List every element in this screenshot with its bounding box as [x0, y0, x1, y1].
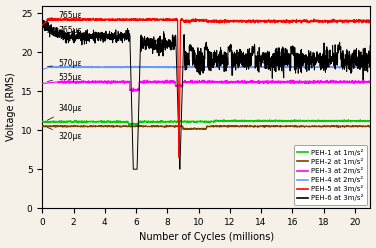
Y-axis label: Voltage (RMS): Voltage (RMS) — [6, 72, 15, 141]
Legend: PEH-1 at 1m/s², PEH-2 at 1m/s², PEH-3 at 2m/s², PEH-4 at 2m/s², PEH-5 at 3m/s², : PEH-1 at 1m/s², PEH-2 at 1m/s², PEH-3 at… — [294, 145, 367, 205]
Text: 320με: 320με — [47, 127, 82, 141]
Text: 765με: 765με — [47, 11, 82, 20]
Text: 535με: 535με — [47, 73, 82, 82]
Text: 340με: 340με — [47, 104, 82, 120]
X-axis label: Number of Cycles (millions): Number of Cycles (millions) — [139, 232, 274, 243]
Text: 765με: 765με — [47, 26, 82, 35]
Text: 570με: 570με — [47, 59, 82, 68]
